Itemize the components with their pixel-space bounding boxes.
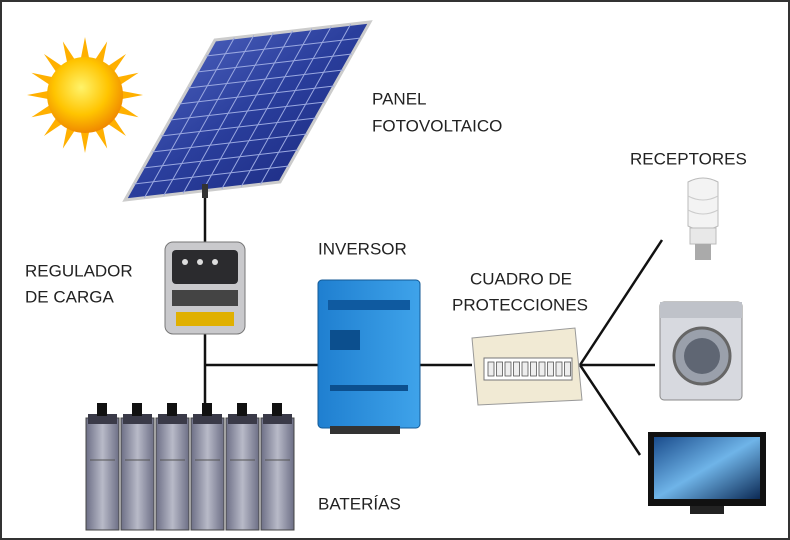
breaker	[513, 361, 520, 377]
breaker	[487, 361, 495, 377]
panel-cell-line	[187, 69, 344, 89]
breaker	[504, 361, 512, 377]
sun-ray	[116, 104, 139, 118]
sun	[27, 37, 143, 153]
sun-ray	[43, 117, 63, 137]
panel-cell-line	[196, 53, 353, 73]
battery-cell	[190, 417, 225, 531]
battery-terminal	[237, 403, 247, 416]
label: INVERSOR	[318, 239, 407, 258]
sun-ray	[120, 90, 143, 100]
sun-ray	[94, 41, 108, 64]
label: DE CARGA	[25, 287, 114, 306]
bulb	[687, 177, 719, 260]
breaker	[521, 361, 529, 377]
battery-top	[123, 414, 152, 424]
television	[648, 432, 766, 514]
sun-ray	[107, 117, 127, 137]
battery-top	[158, 414, 187, 424]
panel-cell-line	[178, 85, 335, 105]
battery-terminal	[97, 403, 107, 416]
battery-terminal	[167, 403, 177, 416]
protection-box	[471, 327, 583, 406]
breaker	[555, 361, 563, 377]
sun-ray	[31, 104, 54, 118]
battery-cell	[120, 417, 155, 531]
sun-ray	[80, 37, 90, 60]
batteries	[85, 403, 295, 531]
sun-ray	[62, 41, 76, 64]
breaker	[530, 361, 537, 377]
inverter	[317, 279, 421, 434]
label: RECEPTORES	[630, 149, 747, 168]
sun-ray	[116, 72, 139, 86]
panel-cell-line	[205, 37, 362, 57]
battery-top	[228, 414, 257, 424]
panel-cell-line	[151, 133, 308, 153]
sun-ray	[31, 72, 54, 86]
label: CUADRO DE	[470, 269, 572, 288]
sun-ray	[62, 126, 76, 149]
label: BATERÍAS	[318, 494, 401, 513]
battery-cell	[85, 417, 120, 531]
sun-ray	[107, 53, 127, 73]
sun-ray	[94, 126, 108, 149]
label: REGULADOR	[25, 261, 133, 280]
charge-regulator	[164, 241, 246, 335]
panel-cell-line	[160, 117, 317, 137]
breaker	[564, 361, 571, 377]
battery-terminal	[202, 403, 212, 416]
panel-cell-line	[142, 149, 299, 169]
sun-disc	[47, 57, 123, 133]
panel-grid	[133, 24, 362, 198]
battery-cell	[155, 417, 190, 531]
sun-ray	[27, 90, 50, 100]
label: PANEL	[372, 89, 427, 108]
battery-top	[193, 414, 222, 424]
label: PROTECCIONES	[452, 295, 588, 314]
breaker	[496, 361, 503, 377]
panel-cell-line	[169, 101, 326, 121]
battery-top	[88, 414, 117, 424]
label: FOTOVOLTAICO	[372, 116, 502, 135]
breaker	[547, 361, 554, 377]
washing-machine	[659, 301, 743, 401]
battery-terminal	[272, 403, 282, 416]
wires	[203, 198, 664, 456]
battery-cell	[225, 417, 260, 531]
battery-terminal	[132, 403, 142, 416]
breaker	[538, 361, 546, 377]
panel-cell-line	[133, 165, 290, 185]
sun-ray	[43, 53, 63, 73]
battery-cell	[260, 417, 295, 531]
sun-ray	[80, 130, 90, 153]
battery-top	[263, 414, 292, 424]
panel-pole	[202, 184, 208, 198]
